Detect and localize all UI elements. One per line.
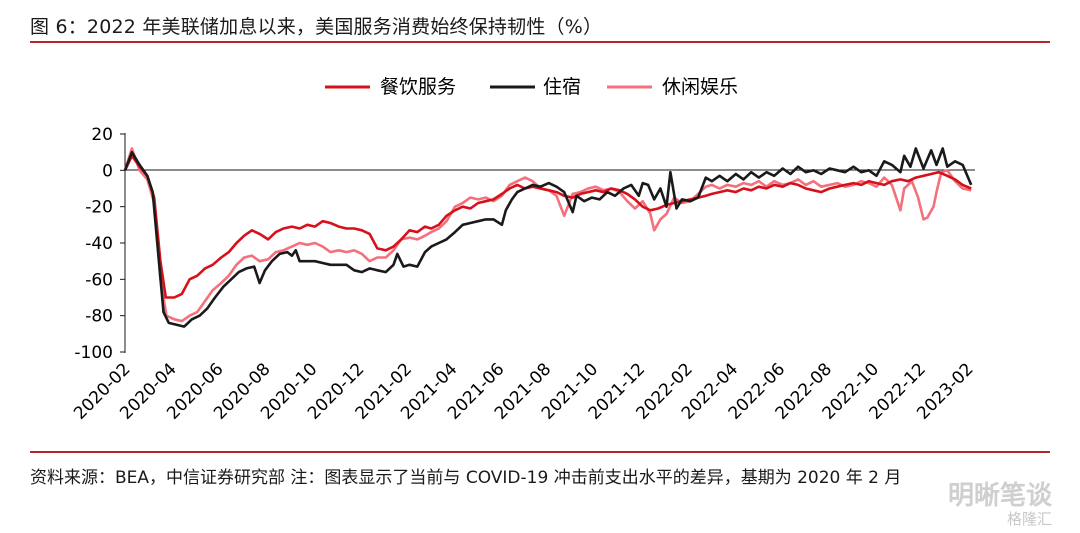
y-tick-label: -80 (85, 307, 113, 327)
legend-label-leisure: 休闲娱乐 (662, 76, 738, 98)
chart-title: 图 6：2022 年美联储加息以来，美国服务消费始终保持韧性（%） (30, 16, 603, 38)
legend-item-lodging: 住宿 (490, 76, 581, 98)
watermark-sub: 格隆汇 (1006, 510, 1052, 528)
y-tick-label: -100 (74, 343, 113, 363)
legend-item-dining: 餐饮服务 (325, 76, 456, 98)
legend: 餐饮服务 住宿 休闲娱乐 (325, 76, 738, 98)
legend-item-leisure: 休闲娱乐 (607, 76, 738, 98)
series-line-leisure (123, 147, 972, 323)
x-tick-group: 2020-022020-042020-062020-082020-102020-… (70, 359, 977, 423)
legend-label-lodging: 住宿 (543, 76, 581, 98)
y-tick-label: -40 (85, 234, 113, 254)
series-group (123, 147, 973, 328)
line-chart: 餐饮服务 住宿 休闲娱乐 20 0 -20 -40 -60 -80 -100 2020-02… (70, 76, 977, 424)
series-line-dining (123, 154, 972, 299)
footer-divider (30, 451, 1050, 453)
legend-label-dining: 餐饮服务 (380, 76, 456, 98)
y-tick-group: 20 0 -20 -40 -60 -80 -100 (74, 125, 125, 363)
watermark-logo: 明晰笔谈 (947, 481, 1052, 511)
y-tick-label: 0 (102, 161, 113, 181)
y-tick-label: -20 (85, 198, 113, 218)
source-note: 资料来源：BEA，中信证券研究部 注：图表显示了当前与 COVID-19 冲击前… (30, 468, 902, 488)
y-tick-label: 20 (91, 125, 113, 145)
series-line-lodging (123, 147, 973, 328)
title-divider (30, 41, 1050, 43)
y-tick-label: -60 (85, 270, 113, 290)
